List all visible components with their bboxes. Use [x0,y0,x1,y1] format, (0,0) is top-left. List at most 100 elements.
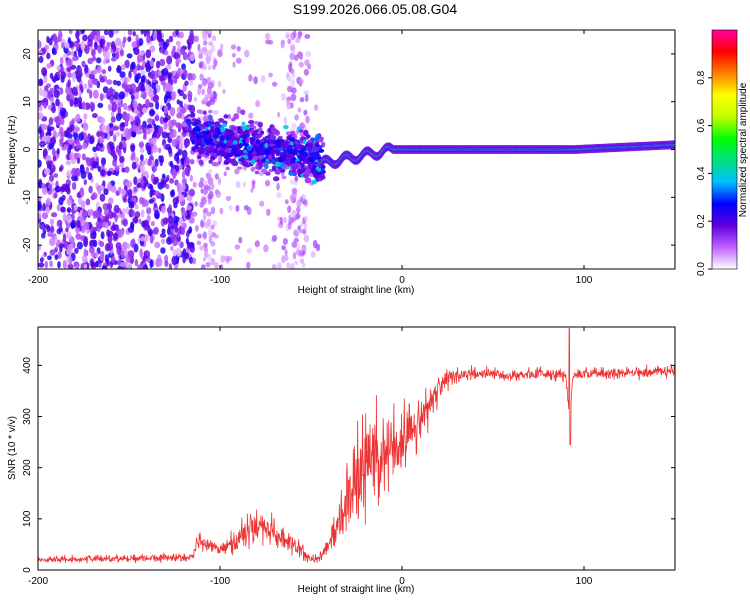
colorbar-tick-label: 0.4 [696,166,707,180]
spectrogram-cell [85,198,91,206]
spectrogram-cell [209,98,215,106]
spectrogram-cell [92,146,98,153]
spectrogram-cell [264,142,269,149]
spectrogram-cell [207,33,212,39]
spectrogram-cell [228,205,233,211]
spectrogram-cell [100,231,105,240]
spectrogram-cell [119,49,124,57]
spectrogram-cell [198,181,204,188]
spectrogram-cell [38,203,42,211]
spectrogram-cell [167,85,174,92]
snr-y-tick-label: 100 [22,510,33,527]
spectrogram-cell [253,76,258,85]
colorbar-gradient [712,30,737,269]
spectrogram-cell [87,172,93,181]
spectrogram-cell [268,72,273,78]
spectrogram-cell [73,204,78,211]
spectrogram-cell [207,254,212,261]
spectrogram-cell [134,204,139,210]
spectrogram-cell [176,112,183,119]
spectrogram-cell [42,228,47,235]
spectrogram-cell [71,167,77,177]
spectrogram-cell [109,122,114,128]
spectrogram-cell [178,89,184,97]
spectrogram-cell [98,262,102,268]
spectrogram-cell [151,137,157,144]
spectrogram-cell [66,207,71,213]
spectrogram-cell [78,90,82,98]
spectrogram-cell [78,132,84,141]
spectrogram-cell [250,167,255,172]
spectrogram-cell [172,197,179,205]
spectrogram-cell [153,123,157,130]
spectrogram-cell [152,228,158,235]
spectrogram-cell [282,238,288,245]
spectrogram-cell [120,262,126,268]
spectrogram-cell [68,30,73,35]
spectrogram-cell [126,243,131,250]
spectrogram-cell [119,162,125,168]
spectrogram-cell [116,80,122,87]
spectrogram-cell [228,160,235,164]
spectrogram-cell [289,137,296,143]
spectrogram-cell [142,220,149,227]
spectrogram-cell [56,221,60,227]
spectrogram-cell [124,120,129,127]
spectrogram-cell [264,149,270,155]
spectrogram-cell [206,137,214,143]
spectrogram-cell [305,51,312,58]
spectrogram-cell [59,57,64,65]
spectrogram-cell [245,137,250,144]
spectrogram-cell [157,147,162,154]
spectrogram-cell [83,83,88,89]
spectrogram-cell [305,168,312,175]
spectrogram-cell [210,224,215,230]
spectrogram-cell [288,214,292,221]
spectrogram-cell [86,88,91,94]
spectrogram-cell [283,124,289,130]
spectrogram-cell [181,170,186,179]
spectrogram-cell [80,30,86,34]
spectrogram-cell [126,53,133,59]
spectrogram-cell [82,34,88,42]
spectrogram-cell [70,119,75,125]
spectrogram-cell [287,38,292,45]
spectrogram-cell [185,118,192,126]
spectrogram-cell [142,199,149,207]
spectrogram-cell [307,157,314,162]
spectrogram-cell [103,188,109,196]
spectrogram-cell [200,219,204,227]
spectrogram-cell [67,263,74,269]
spectrogram-cell [231,117,236,122]
spectrogram-cell [205,101,211,107]
spectrogram-cell [169,107,176,117]
spectrogram-cell [238,158,243,162]
spectrogram-cell [269,134,277,140]
spectrogram-cell [39,140,46,148]
spectrogram-cell [219,151,226,157]
spectrogram-cell [159,48,164,54]
spectrogram-cell [144,84,150,91]
spectrogram-cell [236,166,243,170]
spectrogram-cell [176,99,180,105]
spectrogram-cell [290,130,296,136]
spectrogram-cell [123,146,127,154]
spectrogram-cell [182,122,187,128]
spectrogram-cell [119,155,125,163]
spectrogram-cell [112,46,116,53]
spectrogram-cell [56,228,62,235]
spectrogram-cell [312,239,318,249]
spectrogram-cell [160,178,167,188]
spectrogram-cell [297,52,302,59]
spectrogram-cell [129,115,134,123]
spectrogram-cell [187,90,193,100]
spectrogram-cell [207,193,212,200]
spectrogram-cell [143,170,149,178]
spectrogram-cell [38,55,44,64]
spectrogram-cell [248,74,253,82]
spectrogram-cell [145,250,150,257]
spectrogram-cell [208,159,213,164]
spectrogram-cell [124,113,130,121]
spectrogram-cell [130,200,135,208]
spectrogram-cell [134,115,140,124]
